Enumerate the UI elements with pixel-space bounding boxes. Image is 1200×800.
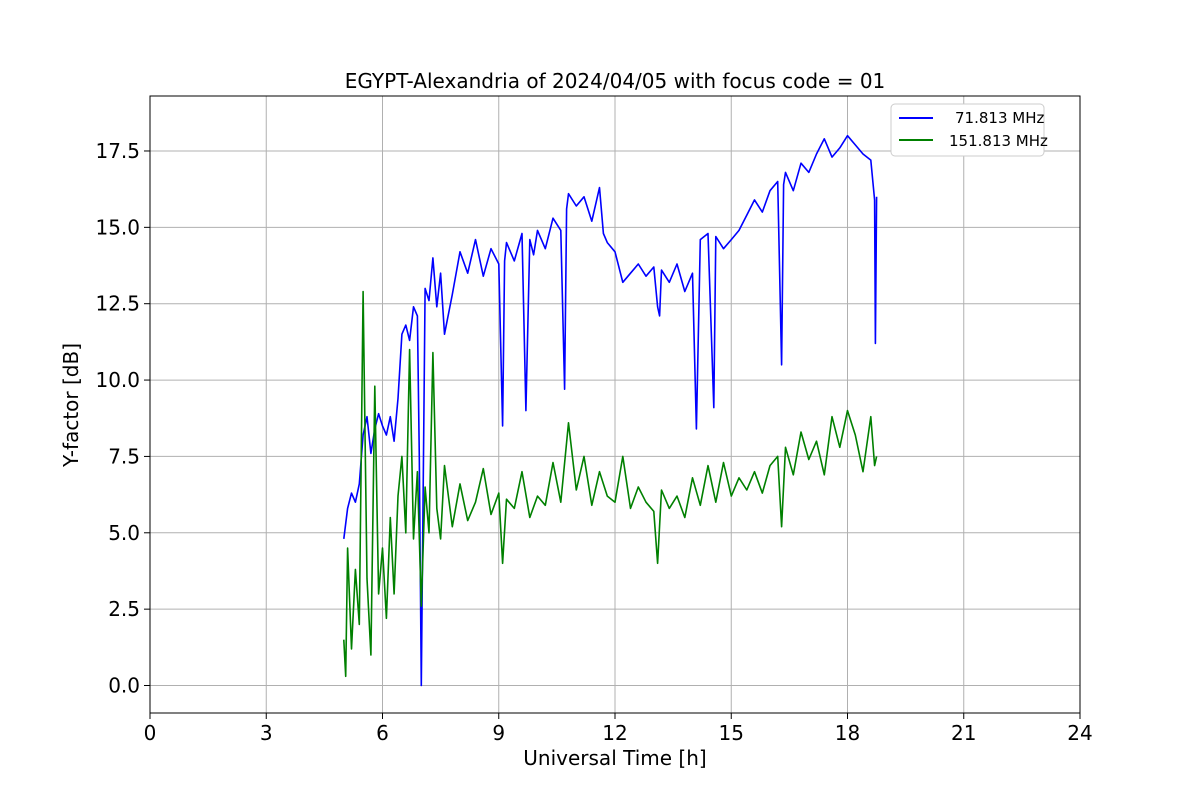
x-tick-label: 15 [719,721,744,745]
y-tick-label: 7.5 [108,444,140,468]
x-tick-label: 9 [492,721,505,745]
x-axis-label: Universal Time [h] [523,746,706,770]
chart-title: EGYPT-Alexandria of 2024/04/05 with focu… [345,69,886,93]
y-tick-label: 12.5 [95,292,140,316]
y-tick-label: 10.0 [95,368,140,392]
x-tick-label: 24 [1067,721,1092,745]
y-tick-label: 15.0 [95,215,140,239]
x-tick-label: 18 [835,721,860,745]
series-line-151mhz [343,290,878,678]
y-tick-label: 2.5 [108,597,140,621]
x-tick-label: 0 [144,721,157,745]
x-tick-label: 21 [951,721,976,745]
legend: 71.813 MHz 151.813 MHz [890,103,1048,157]
x-tick-label: 12 [602,721,627,745]
ticks: 0 3 6 9 12 15 18 21 24 0.0 2.5 5.0 7.5 10.0 12.5 15.0 17… [95,139,1092,745]
y-tick-label: 5.0 [108,521,140,545]
series-line-71mhz [343,134,878,687]
x-tick-label: 6 [376,721,389,745]
x-tick-label: 3 [260,721,273,745]
legend-label-151mhz: 151.813 MHz [949,132,1048,150]
y-tick-label: 0.0 [108,674,140,698]
series-layer [343,134,878,687]
y-tick-label: 17.5 [95,139,140,163]
legend-label-71mhz: 71.813 MHz [955,109,1044,127]
y-axis-label: Y-factor [dB] [59,343,83,468]
